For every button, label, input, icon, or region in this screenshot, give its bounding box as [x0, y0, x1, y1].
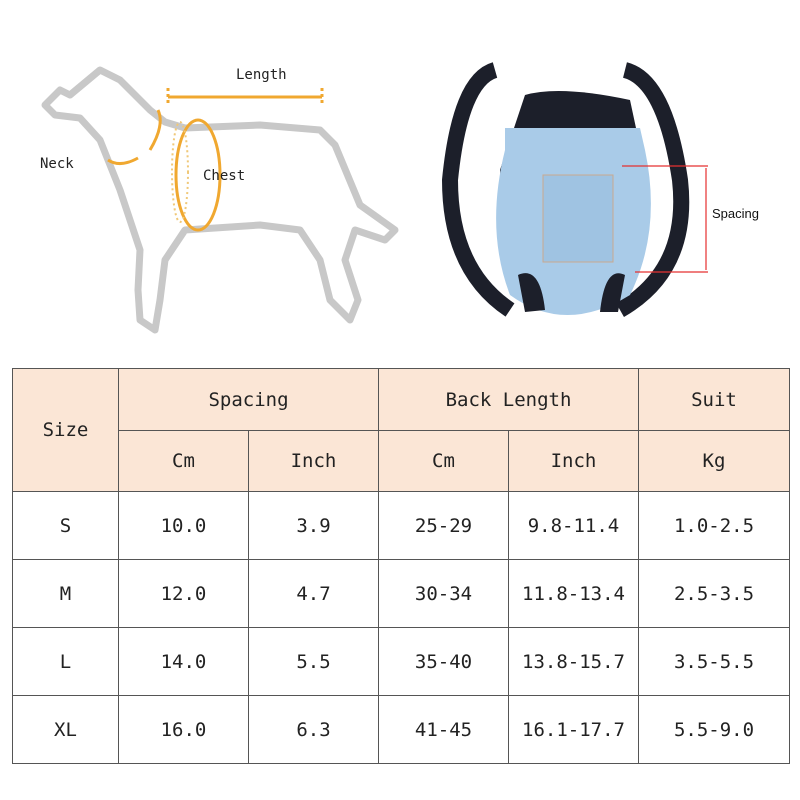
spacing-measure-label: Spacing — [712, 206, 759, 221]
dog-outline — [41, 66, 399, 334]
neck-label: Neck — [40, 156, 74, 172]
length-label: Length — [236, 67, 287, 83]
back-cm-cell: 35-40 — [378, 627, 509, 696]
header-size: Size — [12, 368, 119, 492]
table-row: L 14.0 5.5 35-40 13.8-15.7 3.5-5.5 — [12, 627, 790, 696]
size-cell: L — [12, 627, 119, 696]
spacing-inch-cell: 6.3 — [248, 695, 379, 764]
spacing-cm-cell: 10.0 — [118, 491, 249, 560]
header-back-length: Back Length — [378, 368, 639, 431]
table-row: S 10.0 3.9 25-29 9.8-11.4 1.0-2.5 — [12, 491, 790, 560]
size-cell: M — [12, 559, 119, 628]
suit-kg-cell: 3.5-5.5 — [638, 627, 790, 696]
suit-kg-cell: 2.5-3.5 — [638, 559, 790, 628]
suit-kg-cell: 1.0-2.5 — [638, 491, 790, 560]
unit-back-cm: Cm — [378, 430, 509, 492]
unit-spacing-cm: Cm — [118, 430, 249, 492]
back-cm-cell: 41-45 — [378, 695, 509, 764]
unit-back-inch: Inch — [508, 430, 639, 492]
table-row: M 12.0 4.7 30-34 11.8-13.4 2.5-3.5 — [12, 559, 790, 628]
right-strap — [615, 62, 690, 317]
suit-kg-cell: 5.5-9.0 — [638, 695, 790, 764]
spacing-inch-cell: 5.5 — [248, 627, 379, 696]
spacing-inch-cell: 3.9 — [248, 491, 379, 560]
header-suit: Suit — [638, 368, 790, 431]
unit-suit-kg: Kg — [638, 430, 790, 492]
size-table: Size Spacing Back Length Suit Cm Inch Cm… — [12, 368, 790, 764]
spacing-cm-cell: 14.0 — [118, 627, 249, 696]
back-inch-cell: 9.8-11.4 — [508, 491, 639, 560]
spacing-cm-cell: 16.0 — [118, 695, 249, 764]
size-cell: S — [12, 491, 119, 560]
table-row: XL 16.0 6.3 41-45 16.1-17.7 5.5-9.0 — [12, 695, 790, 764]
left-strap — [441, 62, 515, 317]
header-spacing: Spacing — [118, 368, 379, 431]
unit-spacing-inch: Inch — [248, 430, 379, 492]
back-inch-cell: 11.8-13.4 — [508, 559, 639, 628]
spacing-inch-cell: 4.7 — [248, 559, 379, 628]
carrier-backpack-image — [441, 62, 708, 317]
back-inch-cell: 16.1-17.7 — [508, 695, 639, 764]
spacing-cm-cell: 12.0 — [118, 559, 249, 628]
back-cm-cell: 30-34 — [378, 559, 509, 628]
size-cell: XL — [12, 695, 119, 764]
dog-measurement-diagram — [41, 66, 399, 334]
chest-label: Chest — [203, 168, 246, 184]
back-cm-cell: 25-29 — [378, 491, 509, 560]
back-inch-cell: 13.8-15.7 — [508, 627, 639, 696]
